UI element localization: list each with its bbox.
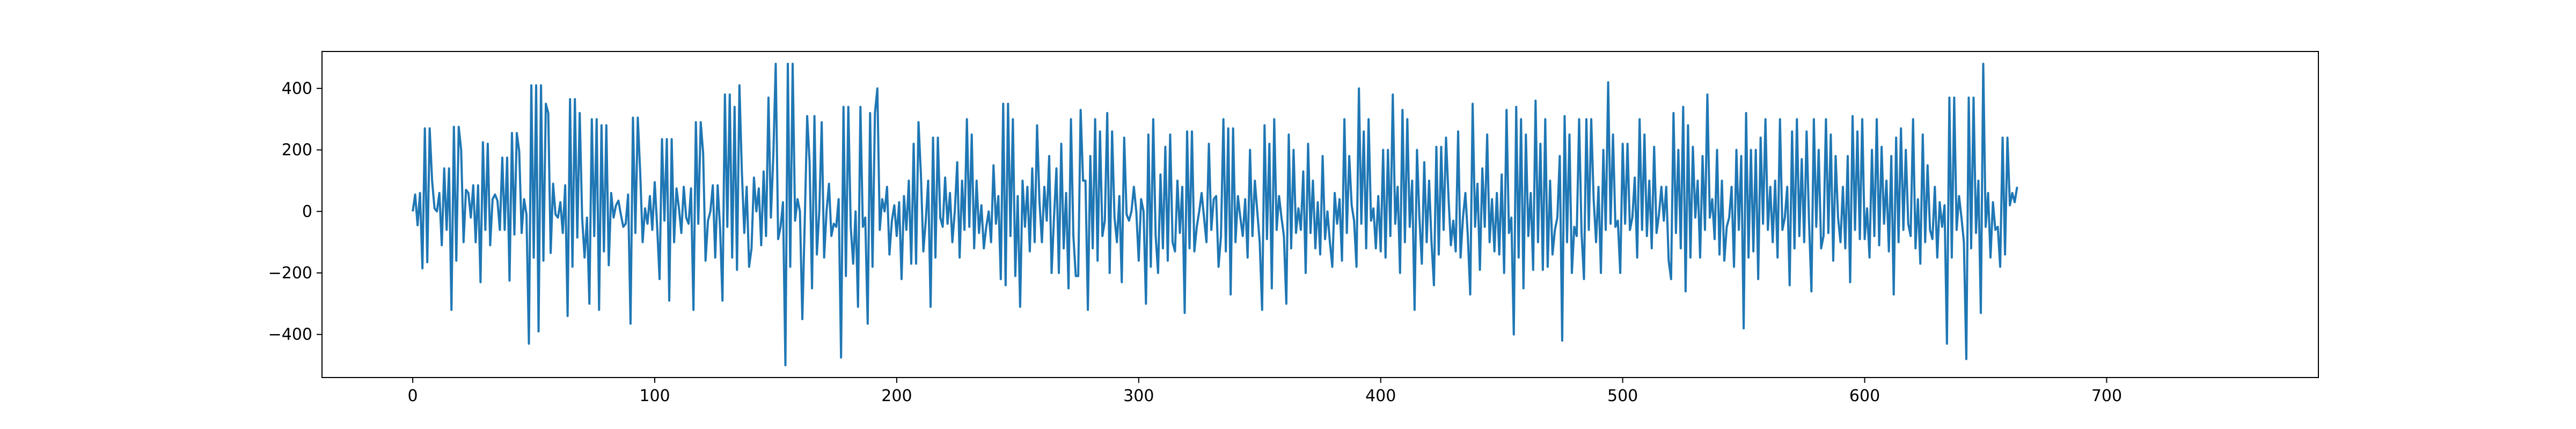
ticks-layer: 0 100 200 300 400 500 600 700 −400 −200 0 200 400	[268, 79, 2122, 405]
x-tick-label: 600	[1849, 387, 1880, 405]
x-tick-label: 300	[1123, 387, 1154, 405]
x-tick-label: 200	[881, 387, 912, 405]
axes-frame	[321, 51, 2319, 378]
series-line-1	[412, 62, 2018, 367]
y-tick-label: 200	[282, 141, 312, 160]
y-tick-label: −200	[268, 264, 312, 283]
series-layer	[412, 62, 2018, 367]
x-tick-label: 700	[2091, 387, 2122, 405]
y-tick-label: 0	[302, 202, 312, 221]
y-tick-label: 400	[282, 79, 312, 98]
x-tick-label: 500	[1607, 387, 1638, 405]
x-tick-label: 400	[1365, 387, 1396, 405]
x-tick-label: 0	[408, 387, 418, 405]
x-tick-label: 100	[639, 387, 670, 405]
y-tick-label: −400	[268, 326, 312, 344]
